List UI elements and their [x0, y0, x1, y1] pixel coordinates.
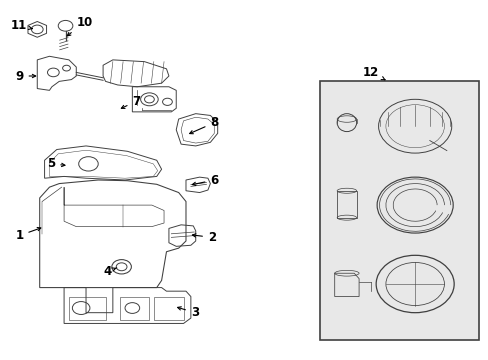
Bar	[320, 81, 478, 339]
Text: 9: 9	[15, 69, 36, 82]
Text: 1: 1	[15, 228, 41, 242]
Text: 3: 3	[177, 306, 199, 319]
Text: 5: 5	[47, 157, 65, 170]
Bar	[154, 297, 183, 320]
Text: 2: 2	[192, 231, 216, 244]
Text: 12: 12	[363, 66, 384, 80]
Text: 8: 8	[189, 116, 218, 134]
Bar	[120, 297, 149, 320]
Text: 11: 11	[10, 19, 32, 32]
Bar	[336, 191, 356, 218]
Text: 4: 4	[103, 265, 117, 278]
Text: 6: 6	[192, 174, 218, 186]
Bar	[69, 297, 105, 320]
Text: 10: 10	[67, 16, 92, 36]
Text: 7: 7	[121, 95, 140, 108]
